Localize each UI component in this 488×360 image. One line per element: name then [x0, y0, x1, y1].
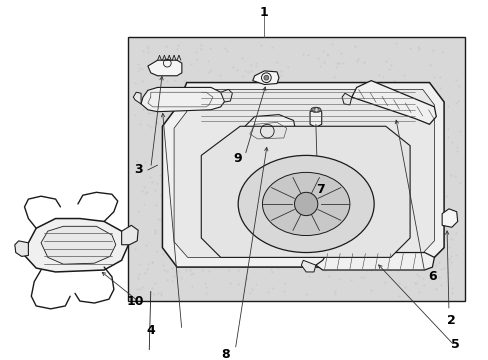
Polygon shape — [122, 225, 138, 245]
Circle shape — [294, 192, 317, 216]
Polygon shape — [441, 209, 457, 227]
Text: 3: 3 — [134, 163, 142, 176]
Polygon shape — [201, 126, 409, 257]
Circle shape — [264, 75, 268, 80]
Text: 1: 1 — [260, 6, 268, 19]
Text: 2: 2 — [447, 314, 455, 327]
Polygon shape — [174, 89, 433, 257]
Polygon shape — [133, 92, 141, 104]
Text: 7: 7 — [316, 183, 325, 196]
Polygon shape — [351, 81, 435, 124]
Polygon shape — [252, 71, 279, 85]
Polygon shape — [220, 89, 232, 102]
Polygon shape — [315, 252, 433, 270]
Text: 9: 9 — [232, 152, 241, 165]
Polygon shape — [41, 226, 116, 264]
Polygon shape — [15, 241, 28, 256]
Polygon shape — [301, 260, 315, 272]
Polygon shape — [147, 60, 182, 76]
Ellipse shape — [310, 107, 320, 112]
Polygon shape — [141, 87, 225, 112]
Polygon shape — [342, 93, 351, 105]
Text: 5: 5 — [450, 338, 459, 351]
Text: 4: 4 — [146, 324, 155, 337]
Polygon shape — [162, 82, 443, 267]
Text: 8: 8 — [221, 348, 229, 360]
Text: 10: 10 — [126, 294, 143, 307]
Bar — [128, 37, 465, 301]
Ellipse shape — [262, 172, 349, 235]
Text: 6: 6 — [427, 270, 436, 283]
Polygon shape — [24, 219, 128, 272]
Polygon shape — [309, 109, 321, 127]
Ellipse shape — [238, 156, 373, 252]
Polygon shape — [243, 114, 296, 146]
